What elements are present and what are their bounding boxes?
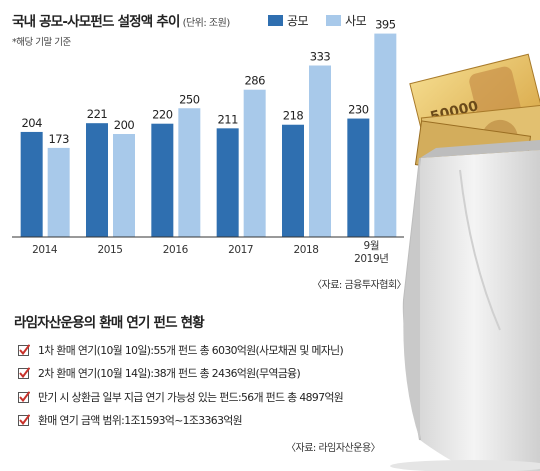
data-label: 220 <box>152 108 173 122</box>
checkbox-checked-icon <box>18 414 30 427</box>
checkbox-checked-icon <box>18 367 30 380</box>
x-tick-label: 9월 <box>364 240 380 252</box>
chart-note: *해당 기말 기준 <box>12 37 71 48</box>
bar-public <box>216 128 239 237</box>
chart-title: 국내 공모-사모펀드 설정액 추이 (단위: 조원) <box>12 14 231 30</box>
item-body: 38개 펀드 총 2436억원(무역금융) <box>153 367 301 381</box>
chart-legend: 공모 사모 <box>268 12 367 29</box>
bar-private <box>243 89 266 238</box>
list-item: 환매 연기 금액 범위: 1조1593억~1조3363억원 <box>18 409 388 433</box>
data-label: 286 <box>244 74 265 88</box>
checkbox-checked-icon <box>18 343 30 356</box>
bar-public <box>282 124 304 237</box>
data-label: 250 <box>179 92 200 106</box>
item-head: 환매 연기 금액 범위: <box>38 414 125 428</box>
data-label: 230 <box>348 103 369 117</box>
legend-swatch-public <box>268 15 283 26</box>
x-tick-label: 2015 <box>97 244 122 256</box>
bar-private <box>178 108 201 237</box>
bar-private <box>47 147 70 237</box>
data-label: 211 <box>217 112 238 126</box>
bar-public <box>20 131 43 237</box>
section-source: 〈자료: 라임자산운용〉 <box>286 443 381 454</box>
data-label: 200 <box>114 118 135 132</box>
data-label: 204 <box>21 116 42 130</box>
paper-bag-icon <box>390 140 540 471</box>
legend-item-private: 사모 <box>326 12 367 29</box>
list-item: 2차 환매 연기(10월 14일): 38개 펀드 총 2436억원(무역금융) <box>18 362 388 386</box>
bar-chart: 204 173 2014 221 200 2015 220 250 2016 211 286 2017… <box>12 18 404 265</box>
x-tick-label: 2016 <box>163 244 189 256</box>
checkbox-checked-icon <box>18 390 30 403</box>
data-label: 218 <box>283 109 304 123</box>
item-head: 1차 환매 연기(10월 10일): <box>38 343 154 357</box>
data-label: 221 <box>87 107 108 121</box>
list-item: 1차 환매 연기(10월 10일): 55개 펀드 총 6030억원(사모채권 … <box>18 338 388 362</box>
legend-swatch-private <box>326 15 342 26</box>
chart-source: 〈자료: 금융투자협회〉 <box>312 280 407 291</box>
bar-public <box>347 118 370 237</box>
legend-label-private: 사모 <box>345 14 367 28</box>
section-title: 라임자산운용의 환매 연기 펀드 현황 <box>14 315 205 331</box>
bar-public <box>86 123 108 237</box>
chart-unit: (단위: 조원) <box>182 18 231 29</box>
bar-private <box>309 65 331 237</box>
legend-item-public: 공모 <box>268 12 309 29</box>
item-head: 2차 환매 연기(10월 14일): <box>38 367 154 381</box>
legend-label-public: 공모 <box>287 14 309 28</box>
x-tick-label: 2017 <box>228 244 253 256</box>
bar-public <box>151 123 174 237</box>
bar-private <box>374 33 397 238</box>
item-body: 1조1593억~1조3363억원 <box>124 414 243 428</box>
fund-status-list: 1차 환매 연기(10월 10일): 55개 펀드 총 6030억원(사모채권 … <box>18 338 388 432</box>
list-item: 만기 시 상환금 일부 지급 연기 가능성 있는 펀드: 56개 펀드 총 48… <box>18 385 388 409</box>
x-tick-label: 2018 <box>293 244 318 256</box>
data-label: 333 <box>310 50 331 64</box>
item-head: 만기 시 상환금 일부 지급 연기 가능성 있는 펀드: <box>38 390 242 404</box>
data-label: 173 <box>48 132 69 146</box>
item-body: 56개 펀드 총 4897억원 <box>241 390 344 404</box>
x-tick-label: 2019년 <box>354 253 388 265</box>
item-body: 55개 펀드 총 6030억원(사모채권 및 메자닌) <box>153 343 344 357</box>
bar-private <box>113 134 135 237</box>
x-tick-label: 2014 <box>32 244 58 256</box>
data-label: 395 <box>375 18 396 32</box>
